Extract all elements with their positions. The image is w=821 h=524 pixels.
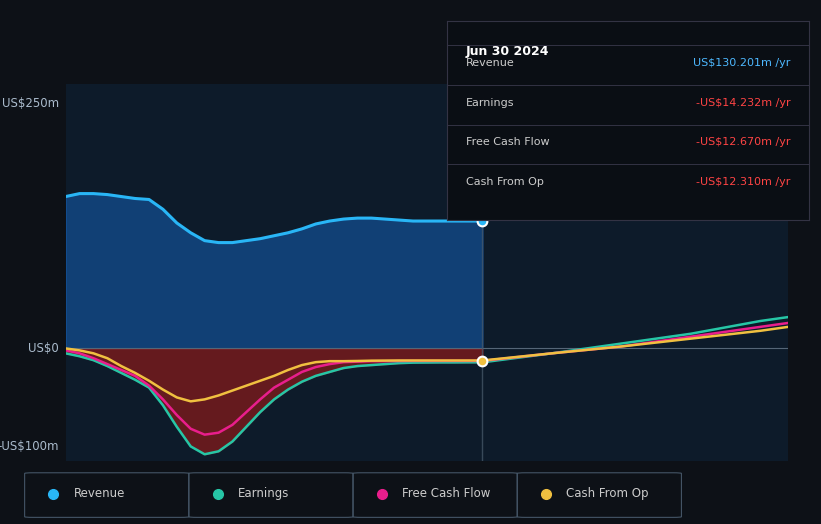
Text: -US$14.232m /yr: -US$14.232m /yr	[696, 97, 791, 107]
Text: US$250m: US$250m	[2, 97, 59, 110]
Text: US$130.201m /yr: US$130.201m /yr	[693, 58, 791, 68]
Text: Revenue: Revenue	[466, 58, 514, 68]
Text: Analysts Forecasts: Analysts Forecasts	[489, 81, 606, 94]
Text: -US$100m: -US$100m	[0, 440, 59, 453]
Text: US$0: US$0	[28, 342, 59, 355]
Text: -US$12.310m /yr: -US$12.310m /yr	[696, 177, 791, 187]
Text: Earnings: Earnings	[466, 97, 514, 107]
Text: Past: Past	[449, 81, 475, 94]
Text: Revenue: Revenue	[74, 487, 126, 500]
Text: Cash From Op: Cash From Op	[466, 177, 544, 187]
Text: Free Cash Flow: Free Cash Flow	[466, 137, 549, 147]
Text: Jun 30 2024: Jun 30 2024	[466, 45, 549, 58]
Text: -US$12.670m /yr: -US$12.670m /yr	[696, 137, 791, 147]
Text: Earnings: Earnings	[238, 487, 290, 500]
Text: Cash From Op: Cash From Op	[566, 487, 649, 500]
Text: Free Cash Flow: Free Cash Flow	[402, 487, 491, 500]
